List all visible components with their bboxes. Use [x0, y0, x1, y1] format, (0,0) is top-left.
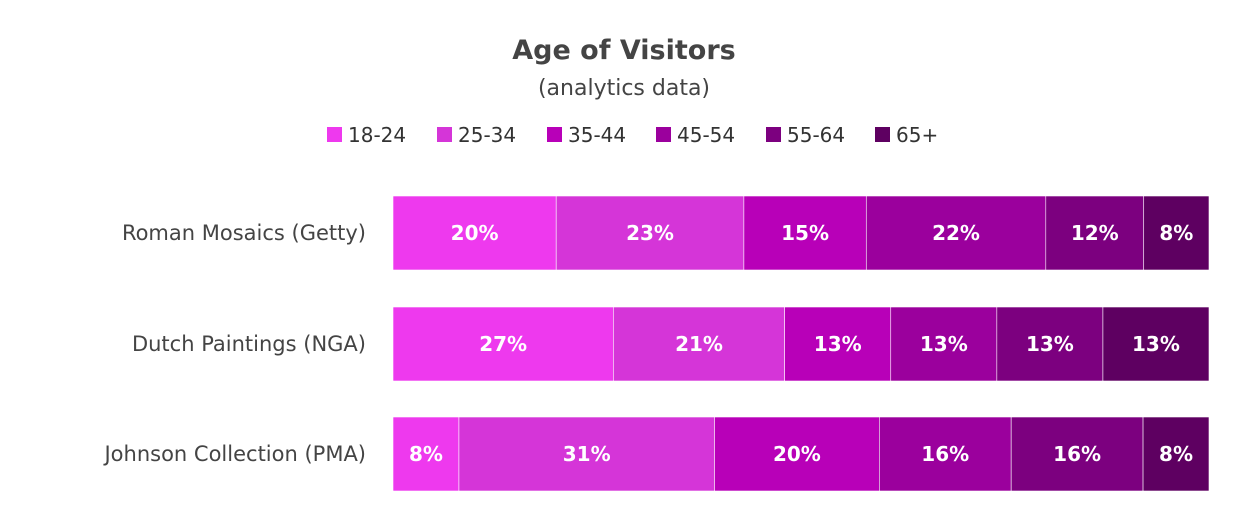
legend-item-35-44: 35-44 [547, 123, 626, 147]
legend-item-45-54: 45-54 [656, 123, 735, 147]
data-label: 13% [1026, 332, 1074, 356]
bar-segment-45-54 [890, 306, 998, 382]
legend-label: 55-64 [787, 123, 845, 147]
data-label: 20% [451, 221, 499, 245]
bar-segment-18-24 [392, 416, 460, 492]
data-label: 8% [409, 442, 443, 466]
data-label: 8% [1159, 442, 1193, 466]
data-label: 22% [932, 221, 980, 245]
data-label: 20% [773, 442, 821, 466]
legend-item-55-64: 55-64 [766, 123, 845, 147]
data-label: 13% [814, 332, 862, 356]
bar-row: Roman Mosaics (Getty) 20% 23% 15% 22% 12% 8% [122, 195, 1210, 271]
category-label: Johnson Collection (PMA) [102, 442, 366, 466]
legend-label: 65+ [896, 123, 938, 147]
data-label: 16% [921, 442, 969, 466]
bar-segment-35-44 [714, 416, 880, 492]
data-label: 8% [1159, 221, 1193, 245]
legend-swatch [656, 127, 671, 142]
data-label: 31% [563, 442, 611, 466]
bar-segment-55-64 [1045, 195, 1145, 271]
bar-row: Johnson Collection (PMA) 8% 31% 20% 16% 16% 8% [102, 416, 1210, 492]
legend-swatch [327, 127, 342, 142]
bar-segment-65+ [1143, 195, 1210, 271]
data-label: 13% [920, 332, 968, 356]
category-label: Roman Mosaics (Getty) [122, 221, 366, 245]
legend-item-65+: 65+ [875, 123, 938, 147]
bar-segment-18-24 [392, 306, 614, 382]
bar-row: Dutch Paintings (NGA) 27% 21% 13% 13% 13% 13% [132, 306, 1210, 382]
plot-area: Roman Mosaics (Getty) 20% 23% 15% 22% 12% 8% Du… [102, 195, 1210, 492]
bar-segment-65+ [1142, 416, 1210, 492]
legend-label: 18-24 [348, 123, 406, 147]
bar-segment-18-24 [392, 195, 557, 271]
legend-item-25-34: 25-34 [437, 123, 516, 147]
legend-swatch [875, 127, 890, 142]
data-label: 16% [1053, 442, 1101, 466]
legend-item-18-24: 18-24 [327, 123, 406, 147]
data-label: 15% [781, 221, 829, 245]
data-label: 12% [1071, 221, 1119, 245]
bar-segment-25-34 [458, 416, 715, 492]
legend: 18-24 25-34 35-44 45-54 55-64 65+ [327, 123, 938, 147]
data-label: 23% [626, 221, 674, 245]
bar-segment-25-34 [613, 306, 785, 382]
legend-label: 35-44 [568, 123, 626, 147]
chart-subtitle: (analytics data) [538, 76, 710, 101]
data-label: 27% [479, 332, 527, 356]
legend-swatch [766, 127, 781, 142]
chart-title: Age of Visitors [512, 35, 735, 66]
data-label: 21% [675, 332, 723, 356]
legend-label: 25-34 [458, 123, 516, 147]
category-label: Dutch Paintings (NGA) [132, 332, 366, 356]
legend-label: 45-54 [677, 123, 735, 147]
bar-segment-35-44 [784, 306, 892, 382]
legend-swatch [547, 127, 562, 142]
bar-segment-65+ [1102, 306, 1210, 382]
bar-segment-25-34 [555, 195, 745, 271]
data-label: 13% [1132, 332, 1180, 356]
bar-segment-35-44 [743, 195, 867, 271]
bar-segment-55-64 [1010, 416, 1144, 492]
bar-segment-45-54 [879, 416, 1012, 492]
legend-swatch [437, 127, 452, 142]
bar-segment-45-54 [865, 195, 1047, 271]
